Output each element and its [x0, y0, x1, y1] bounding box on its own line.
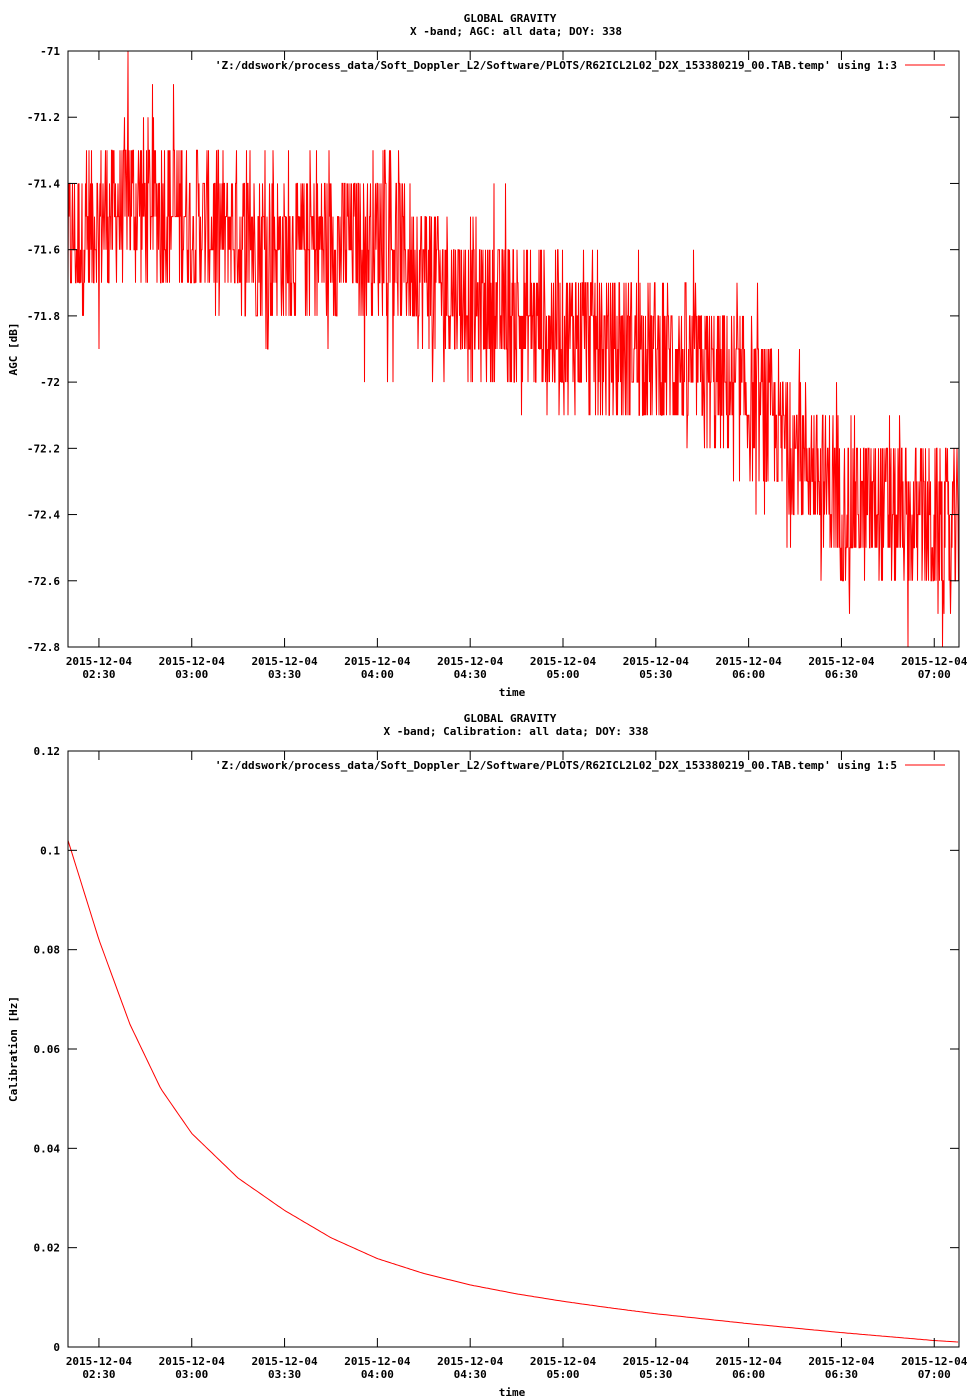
y-tick-label: -71.2	[27, 111, 60, 124]
y-tick-label: 0.04	[34, 1142, 61, 1155]
series-line	[67, 50, 960, 648]
y-tick-label: -71.8	[27, 310, 60, 323]
calibration-chart: GLOBAL GRAVITY X -band; Calibration: all…	[7, 712, 968, 1399]
x-tick-label-date: 2015-12-04	[808, 1355, 875, 1368]
x-tick-label-date: 2015-12-04	[716, 1355, 783, 1368]
y-tick-label: 0	[53, 1341, 60, 1354]
y-tick-label: 0.02	[34, 1242, 61, 1255]
x-tick-label-time: 06:00	[732, 668, 765, 681]
y-tick-label: -72.4	[27, 509, 60, 522]
y-tick-label: -72.8	[27, 641, 60, 654]
x-tick-label-time: 06:30	[825, 668, 858, 681]
x-tick-label-date: 2015-12-04	[808, 655, 875, 668]
y-tick-label: -72.6	[27, 575, 60, 588]
x-tick-label-date: 2015-12-04	[901, 1355, 968, 1368]
x-tick-label-time: 05:00	[546, 668, 579, 681]
x-tick-label-date: 2015-12-04	[344, 655, 411, 668]
x-tick-label-time: 03:00	[175, 668, 208, 681]
y-tick-label: -71.4	[27, 177, 60, 190]
chart-title: GLOBAL GRAVITY	[464, 12, 557, 25]
legend-label: 'Z:/ddswork/process_data/Soft_Doppler_L2…	[215, 759, 897, 772]
x-tick-label-time: 06:30	[825, 1368, 858, 1381]
x-tick-label-date: 2015-12-04	[344, 1355, 411, 1368]
y-tick-label: 0.06	[34, 1043, 61, 1056]
x-tick-label-time: 05:00	[546, 1368, 579, 1381]
x-tick-label-date: 2015-12-04	[623, 1355, 690, 1368]
x-tick-label-date: 2015-12-04	[623, 655, 690, 668]
y-tick-label: -71.6	[27, 244, 60, 257]
chart-subtitle: X -band; AGC: all data; DOY: 338	[410, 25, 622, 38]
x-axis-label: time	[499, 686, 526, 699]
x-tick-label-date: 2015-12-04	[66, 1355, 133, 1368]
x-tick-label-time: 07:00	[918, 668, 951, 681]
x-tick-label-time: 04:00	[361, 668, 394, 681]
x-tick-label-date: 2015-12-04	[251, 655, 318, 668]
x-axis-label: time	[499, 1386, 526, 1399]
x-tick-label-date: 2015-12-04	[901, 655, 968, 668]
x-tick-label-time: 07:00	[918, 1368, 951, 1381]
x-tick-label-time: 04:30	[454, 1368, 487, 1381]
series-line	[67, 840, 959, 1343]
plot-frame	[67, 50, 960, 648]
y-tick-label: -72.2	[27, 442, 60, 455]
x-tick-label-date: 2015-12-04	[716, 655, 783, 668]
x-tick-label-time: 02:30	[82, 668, 115, 681]
y-tick-label: 0.08	[34, 944, 61, 957]
x-tick-label-date: 2015-12-04	[66, 655, 133, 668]
x-tick-label-time: 05:30	[639, 1368, 672, 1381]
x-tick-label-time: 03:30	[268, 668, 301, 681]
x-tick-label-time: 03:30	[268, 1368, 301, 1381]
x-tick-label-time: 04:30	[454, 668, 487, 681]
x-tick-label-date: 2015-12-04	[437, 1355, 504, 1368]
x-tick-label-time: 05:30	[639, 668, 672, 681]
x-tick-label-time: 03:00	[175, 1368, 208, 1381]
x-tick-label-date: 2015-12-04	[159, 1355, 226, 1368]
x-tick-label-date: 2015-12-04	[530, 1355, 597, 1368]
plot-frame	[67, 750, 960, 1348]
y-tick-label: 0.12	[34, 745, 61, 758]
y-tick-label: -71	[40, 45, 60, 58]
legend-label: 'Z:/ddswork/process_data/Soft_Doppler_L2…	[215, 59, 897, 72]
x-tick-label-date: 2015-12-04	[437, 655, 504, 668]
x-tick-label-date: 2015-12-04	[159, 655, 226, 668]
y-axis-label: AGC [dB]	[7, 323, 20, 376]
y-axis-label: Calibration [Hz]	[7, 996, 20, 1102]
x-tick-label-date: 2015-12-04	[251, 1355, 318, 1368]
chart-title: GLOBAL GRAVITY	[464, 712, 557, 725]
y-tick-label: 0.1	[40, 844, 60, 857]
x-tick-label-time: 06:00	[732, 1368, 765, 1381]
x-tick-label-time: 02:30	[82, 1368, 115, 1381]
chart-subtitle: X -band; Calibration: all data; DOY: 338	[384, 725, 649, 738]
y-tick-label: -72	[40, 376, 60, 389]
x-tick-label-date: 2015-12-04	[530, 655, 597, 668]
x-tick-label-time: 04:00	[361, 1368, 394, 1381]
agc-chart: GLOBAL GRAVITY X -band; AGC: all data; D…	[7, 12, 968, 699]
